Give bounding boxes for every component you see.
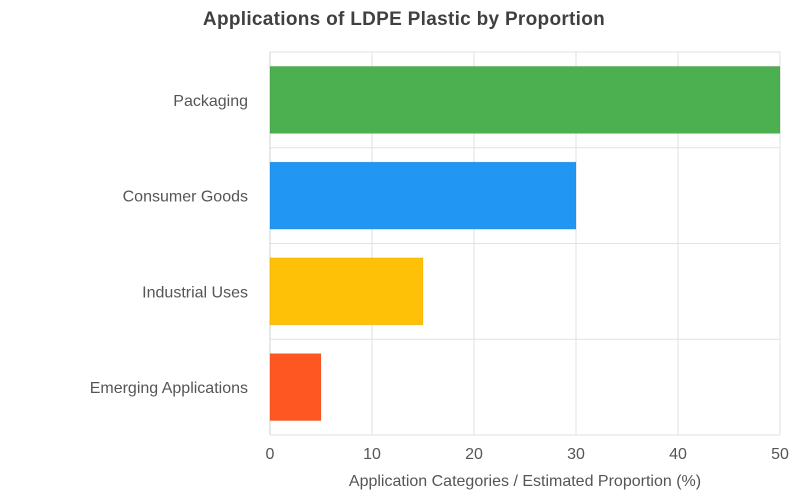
x-tick-label: 0 <box>266 446 275 463</box>
bar <box>269 353 322 422</box>
category-label: Emerging Applications <box>90 380 248 397</box>
x-tick-label: 40 <box>669 446 687 463</box>
x-tick-label: 30 <box>567 446 585 463</box>
category-label: Industrial Uses <box>142 284 248 301</box>
x-tick-label: 10 <box>363 446 381 463</box>
chart-title: Applications of LDPE Plastic by Proporti… <box>202 9 606 30</box>
category-label: Consumer Goods <box>123 189 248 206</box>
x-tick-label: 20 <box>465 446 483 463</box>
x-axis-title: Application Categories / Estimated Propo… <box>349 473 701 490</box>
bar <box>269 257 424 326</box>
x-tick-label: 50 <box>771 446 789 463</box>
bar <box>269 161 577 230</box>
bar <box>269 65 781 134</box>
category-label: Packaging <box>173 93 248 110</box>
